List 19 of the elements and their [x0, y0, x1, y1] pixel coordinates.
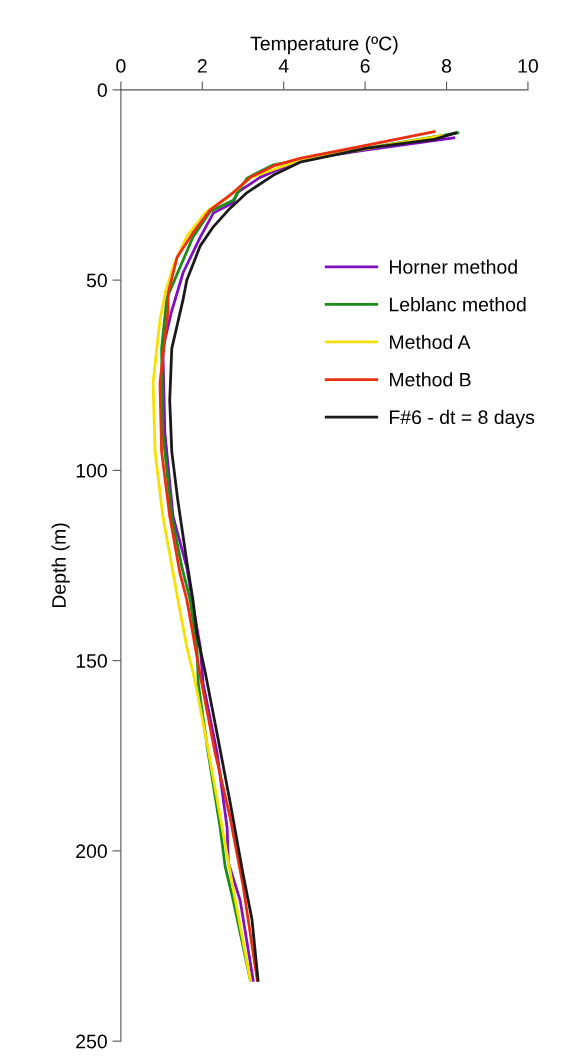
x-tick-label: 0: [116, 59, 126, 73]
legend-label: Leblanc method: [390, 297, 526, 312]
x-tick-label: 4: [278, 59, 289, 73]
y-tick-label: 0: [97, 83, 107, 98]
x-tick-label: 6: [360, 59, 370, 73]
x-tick-label: 2: [197, 59, 207, 73]
legend-label: Method A: [390, 334, 471, 349]
x-axis-title: Temperature (ºC): [250, 36, 398, 55]
y-tick-label: 200: [76, 844, 107, 859]
y-tick-label: 100: [76, 463, 107, 478]
y-tick-label: 250: [76, 1034, 107, 1049]
legend-label: Horner method: [390, 259, 517, 274]
legend-label: Method B: [390, 372, 471, 387]
y-tick-label: 50: [86, 273, 107, 288]
y-axis-title: Depth (m): [51, 523, 70, 608]
y-tick-label: 150: [76, 654, 107, 668]
legend-label: F#6 - dt = 8 days: [390, 409, 535, 428]
x-tick-label: 8: [441, 59, 452, 73]
x-tick-label: 10: [518, 59, 538, 73]
